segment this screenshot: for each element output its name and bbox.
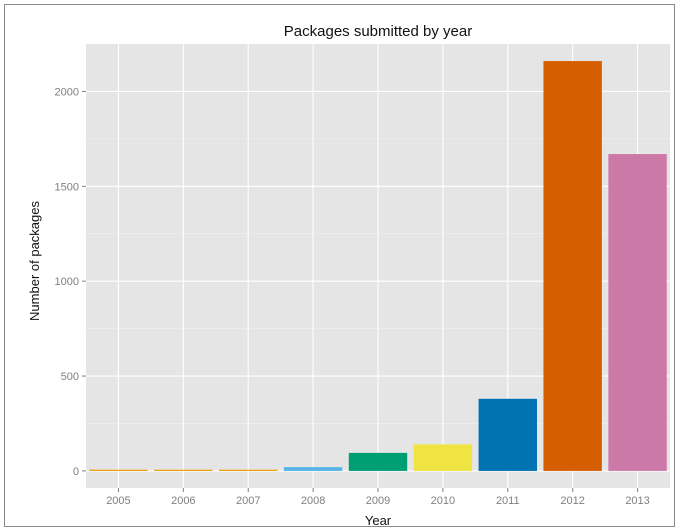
x-tick-label: 2013	[625, 495, 649, 507]
x-axis-label: Year	[365, 513, 392, 528]
bar-2012	[543, 61, 602, 471]
bar-2009	[348, 452, 408, 471]
x-tick-label: 2009	[366, 495, 390, 507]
x-tick-label: 2008	[301, 495, 325, 507]
x-tick-label: 2007	[236, 495, 260, 507]
y-tick-label: 500	[61, 371, 79, 383]
bar-2013	[608, 154, 667, 471]
bars	[89, 61, 667, 471]
x-tick-label: 2005	[106, 495, 130, 507]
bar-2006	[154, 469, 213, 471]
x-tick-label: 2011	[496, 495, 520, 507]
bar-2007	[219, 469, 278, 471]
y-tick-label: 1500	[55, 181, 79, 193]
bar-2008	[283, 467, 343, 471]
bar-2005	[89, 469, 148, 471]
chart-title: Packages submitted by year	[284, 23, 472, 40]
y-tick-label: 1000	[55, 276, 79, 288]
y-axis-label: Number of packages	[27, 201, 42, 321]
bar-2011	[478, 398, 537, 471]
y-tick-label: 0	[73, 466, 79, 478]
x-tick-label: 2012	[560, 495, 584, 507]
y-axis-ticks: 0 500 1000 1500 2000	[55, 86, 86, 478]
y-tick-label: 2000	[55, 86, 79, 98]
x-tick-label: 2010	[431, 495, 455, 507]
x-axis-ticks: 2005 2006 2007 2008 2009 2010 2011 2012 2013	[106, 488, 650, 507]
x-tick-label: 2006	[171, 495, 195, 507]
major-gridlines	[86, 44, 670, 488]
bar-2010	[413, 444, 473, 471]
